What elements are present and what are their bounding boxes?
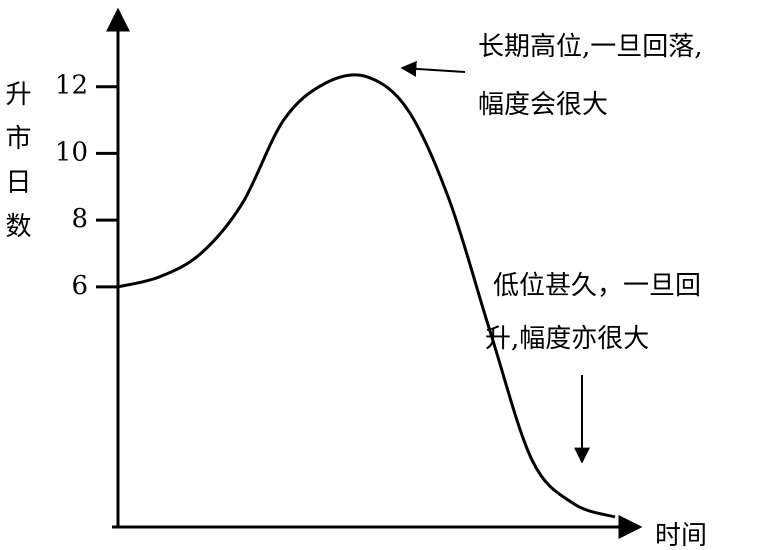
y-tick-label: 12 — [55, 71, 88, 101]
annotation: 升,幅度亦很大 — [485, 324, 649, 354]
annotation: 低位甚久，一旦回 — [493, 271, 701, 301]
y-axis-label: 升市日数 — [1, 80, 31, 256]
y-tick-label: 10 — [55, 137, 88, 167]
arrow — [400, 60, 466, 77]
x-axis-label: 时间 — [655, 521, 707, 550]
y-tick-label: 6 — [71, 271, 88, 301]
y-tick-label: 8 — [71, 204, 88, 234]
annotation: 幅度会很大 — [478, 90, 608, 120]
annotation: 长期高位,一旦回落, — [478, 32, 703, 62]
line — [117, 73, 616, 519]
